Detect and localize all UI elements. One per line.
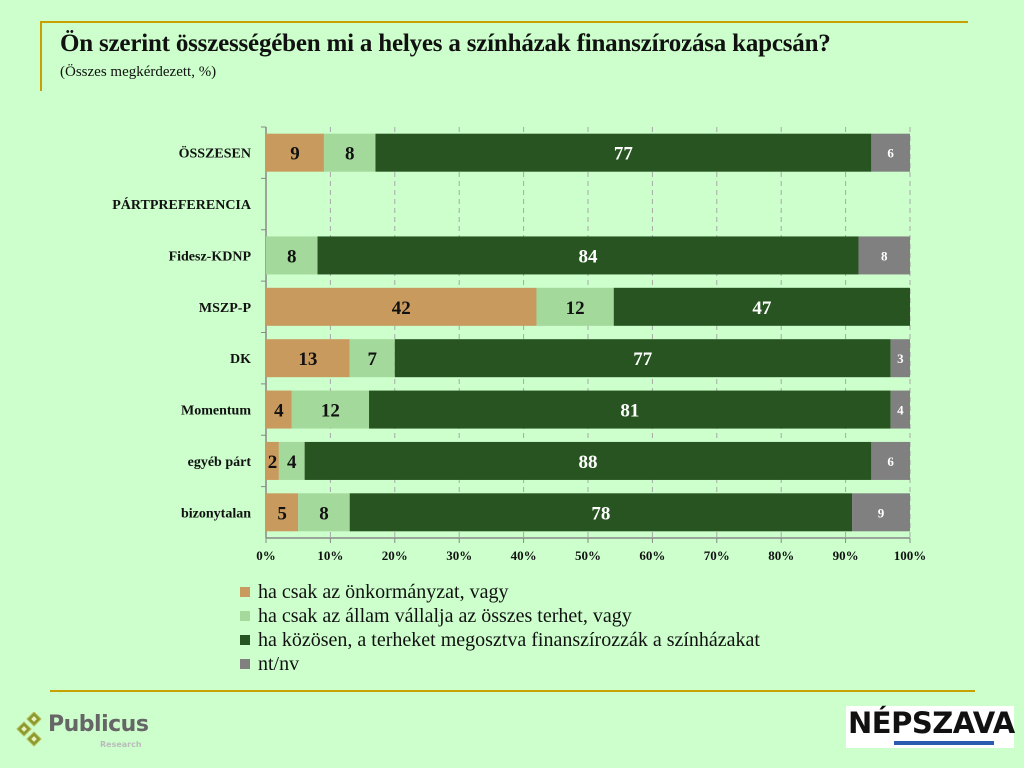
data-label: 84 (579, 246, 599, 267)
data-label: 4 (287, 452, 297, 473)
bar-segment (291, 390, 370, 429)
x-tick-label: 60% (639, 548, 665, 563)
data-label: 78 (591, 503, 610, 524)
data-label: 4 (274, 401, 284, 422)
bar-segment (890, 390, 910, 429)
x-tick-label: 100% (894, 548, 927, 563)
nepszava-logo: NÉPSZAVA (846, 706, 1015, 748)
nepszava-name: NÉPSZAVA (848, 706, 1015, 740)
bar-segment (266, 493, 299, 532)
x-tick-label: 0% (256, 548, 276, 563)
legend-item: nt/nv (240, 652, 760, 676)
x-tick-label: 50% (575, 548, 601, 563)
bar-segment (304, 441, 872, 480)
bar-segment (613, 287, 910, 326)
data-label: 8 (881, 248, 888, 263)
bar-segment (536, 287, 614, 326)
data-label: 77 (614, 144, 634, 165)
bar-segment (369, 390, 891, 429)
bar-segment (394, 339, 891, 378)
legend-swatch (240, 659, 250, 669)
category-label: PÁRTPREFERENCIA (112, 196, 252, 213)
data-label: 9 (290, 144, 300, 165)
data-label: 4 (897, 403, 904, 418)
bar-segment (278, 441, 305, 480)
data-label: 77 (633, 349, 653, 370)
bar-segment (266, 133, 324, 172)
data-label: 7 (368, 349, 378, 370)
bar-segment (858, 236, 910, 275)
data-label: 47 (752, 298, 772, 319)
data-label: 3 (897, 351, 904, 366)
data-label: 6 (887, 146, 894, 161)
bar-segment (871, 441, 910, 480)
publicus-name: Publicus (48, 712, 149, 737)
bar-segment (317, 236, 859, 275)
x-tick-label: 90% (833, 548, 859, 563)
bar-segment (323, 133, 376, 172)
data-label: 81 (620, 401, 639, 422)
bottom-rule (50, 690, 975, 692)
legend-item: ha közösen, a terheket megosztva finansz… (240, 628, 760, 652)
bar-segment (266, 390, 292, 429)
data-label: 8 (287, 246, 297, 267)
chart-subtitle: (Összes megkérdezett, %) (60, 64, 217, 80)
x-tick-label: 80% (768, 548, 794, 563)
category-label: egyéb párt (188, 455, 252, 470)
bar-segment (266, 236, 318, 275)
publicus-logo: Publicus Research (14, 710, 154, 754)
data-label: 8 (345, 144, 355, 165)
data-label: 13 (298, 349, 317, 370)
bar-segment (266, 339, 350, 378)
publicus-diamond-icon (16, 712, 42, 747)
data-label: 2 (268, 452, 278, 473)
data-label: 12 (321, 401, 340, 422)
bar-segment (871, 133, 910, 172)
bar-segment (890, 339, 910, 378)
legend-swatch (240, 587, 250, 597)
data-label: 8 (319, 503, 329, 524)
legend-swatch (240, 611, 250, 621)
x-tick-label: 40% (511, 548, 537, 563)
bar-segment (266, 441, 279, 480)
bar-segment (852, 493, 910, 532)
data-label: 12 (566, 298, 585, 319)
data-label: 9 (878, 505, 885, 520)
legend-label: ha csak az önkormányzat, vagy (258, 581, 509, 603)
category-label: MSZP-P (199, 301, 252, 316)
legend-label: nt/nv (258, 653, 300, 675)
left-rule (40, 21, 42, 91)
category-label: Fidesz-KDNP (169, 249, 252, 264)
nepszava-tagline-bar (894, 741, 994, 745)
x-tick-label: 20% (382, 548, 408, 563)
bar-segment (298, 493, 350, 532)
legend-item: ha csak az állam vállalja az összes terh… (240, 604, 760, 628)
data-label: 42 (392, 298, 411, 319)
legend-label: ha csak az állam vállalja az összes terh… (258, 605, 632, 627)
category-label: Momentum (181, 404, 251, 419)
publicus-sub: Research (100, 740, 142, 749)
category-label: ÖSSZESEN (179, 145, 251, 162)
category-label: DK (230, 352, 251, 367)
legend-swatch (240, 635, 250, 645)
bar-segment (349, 493, 853, 532)
top-rule (40, 21, 968, 23)
bar-segment (349, 339, 395, 378)
bar-segment (375, 133, 872, 172)
chart-title: Ön szerint összességében mi a helyes a s… (60, 30, 831, 57)
stacked-bar-chart: 0% 10% 20% 30% 40% 50% 60% 70% 80% 90% 100% ÖSSZESE… (112, 126, 927, 563)
x-tick-label: 10% (317, 548, 343, 563)
data-label: 5 (277, 503, 287, 524)
legend-item: ha csak az önkormányzat, vagy (240, 580, 760, 604)
data-label: 6 (887, 454, 894, 469)
x-tick-label: 70% (704, 548, 730, 563)
category-label: bizonytalan (181, 506, 251, 521)
data-label: 88 (579, 452, 598, 473)
x-tick-label: 30% (446, 548, 472, 563)
legend-label: ha közösen, a terheket megosztva finansz… (258, 629, 760, 651)
legend: ha csak az önkormányzat, vagy ha csak az … (240, 580, 760, 676)
bar-segment (266, 287, 537, 326)
